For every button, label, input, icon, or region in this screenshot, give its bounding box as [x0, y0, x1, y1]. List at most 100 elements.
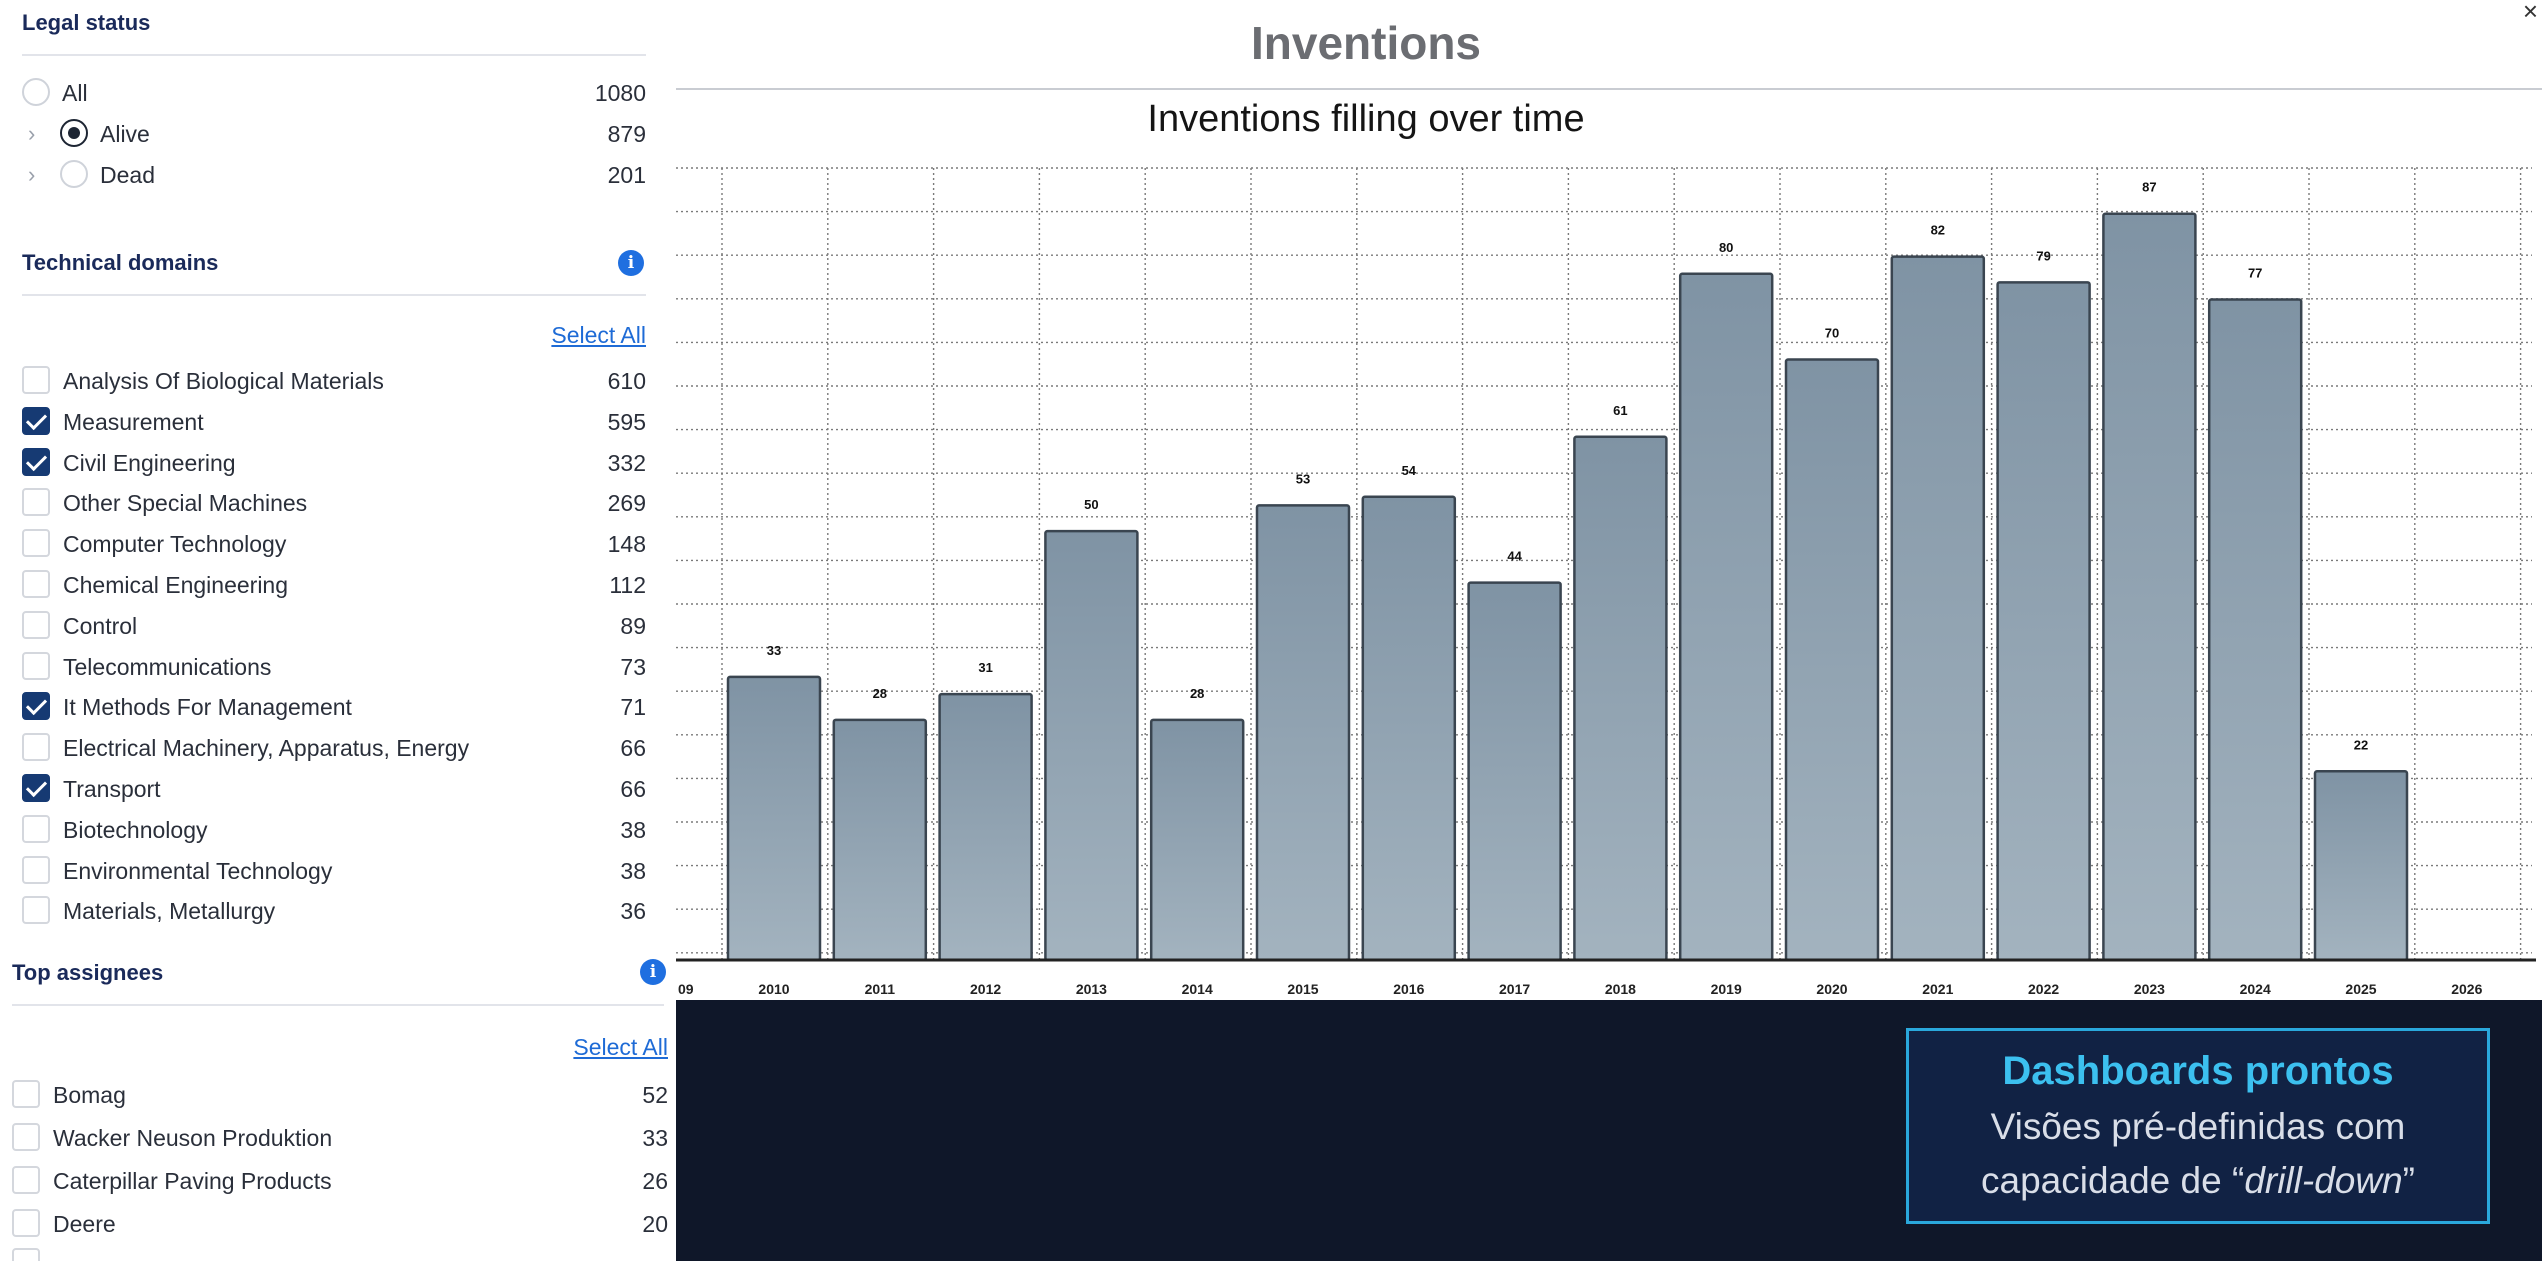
assignee-label: Wacker Neuson Produktion: [53, 1125, 333, 1151]
domain-filter-item[interactable]: Control 89: [0, 607, 660, 643]
data-label: 82: [1931, 223, 1945, 238]
legal-status-option-alive[interactable]: › Alive 879: [0, 115, 660, 151]
checkbox[interactable]: [22, 855, 50, 884]
assignee-filter-item[interactable]: Wacker Neuson Produktion 33: [0, 1119, 676, 1155]
domain-count: 36: [620, 898, 646, 925]
domain-label: Chemical Engineering: [63, 572, 289, 598]
assignee-filter-item[interactable]: Deere 20: [0, 1205, 676, 1241]
data-label: 50: [1084, 497, 1098, 512]
checkbox[interactable]: [22, 570, 50, 598]
data-label: 44: [1507, 549, 1522, 564]
section-divider: [12, 1004, 664, 1006]
checkbox[interactable]: [12, 1209, 40, 1237]
bar-2017[interactable]: [1467, 581, 1562, 962]
checkbox[interactable]: [22, 733, 50, 762]
domain-filter-item[interactable]: Biotechnology 38: [0, 811, 660, 847]
checkbox[interactable]: [22, 896, 50, 925]
bar-2018[interactable]: [1573, 435, 1668, 962]
domain-filter-item[interactable]: It Methods For Management 71: [0, 688, 660, 724]
data-label: 22: [2354, 737, 2368, 752]
radio-button[interactable]: [22, 78, 50, 106]
radio-button[interactable]: [60, 119, 88, 147]
section-divider: [22, 54, 646, 56]
domain-count: 38: [620, 857, 646, 884]
domain-filter-item[interactable]: Measurement 595: [0, 403, 660, 439]
select-all-assignees-link[interactable]: Select All: [573, 1034, 668, 1060]
x-tick-label: 2023: [2134, 981, 2165, 997]
domain-filter-item[interactable]: Analysis Of Biological Materials 610: [0, 362, 660, 398]
domain-label: Biotechnology: [63, 816, 208, 843]
assignee-count: 52: [642, 1082, 668, 1108]
info-icon[interactable]: i: [640, 959, 666, 985]
checkbox[interactable]: [22, 406, 50, 435]
bar-2015[interactable]: [1255, 504, 1351, 962]
bar-2025[interactable]: [2313, 770, 2409, 962]
checkbox[interactable]: [22, 610, 50, 639]
domain-count: 148: [607, 531, 646, 558]
x-tick-label: 2010: [758, 981, 789, 997]
checkbox[interactable]: [22, 366, 50, 394]
domain-filter-item[interactable]: Transport 66: [0, 770, 660, 806]
bar-2011[interactable]: [832, 718, 928, 962]
checkbox[interactable]: [22, 814, 50, 843]
domain-filter-item[interactable]: Other Special Machines 269: [0, 484, 660, 520]
bar-2021[interactable]: [1890, 255, 1986, 962]
checkbox[interactable]: [22, 774, 50, 802]
domain-filter-item[interactable]: Electrical Machinery, Apparatus, Energy 6…: [0, 729, 660, 765]
domain-filter-item[interactable]: Materials, Metallurgy 36: [0, 892, 660, 928]
callout-line2-pre: capacidade de “: [1981, 1160, 2245, 1201]
info-icon[interactable]: i: [618, 250, 644, 276]
data-label: 28: [1190, 686, 1204, 701]
chevron-right-icon[interactable]: ›: [28, 162, 36, 187]
legal-status-option-all[interactable]: All 1080: [0, 74, 660, 110]
domain-label: Computer Technology: [63, 531, 287, 558]
assignee-filter-item[interactable]: Caterpillar Paving Products 26: [0, 1162, 676, 1198]
option-count: 201: [607, 162, 646, 188]
domain-label: Control: [63, 612, 138, 639]
bar-2014[interactable]: [1149, 718, 1245, 962]
legal-status-title: Legal status: [22, 10, 151, 35]
select-all-domains-link[interactable]: Select All: [551, 322, 646, 348]
checkbox[interactable]: [12, 1166, 40, 1194]
bar-2013[interactable]: [1044, 529, 1139, 962]
close-icon[interactable]: ×: [2522, 0, 2538, 26]
assignee-checkbox-partial[interactable]: [12, 1248, 40, 1261]
checkbox[interactable]: [12, 1080, 40, 1108]
radio-button[interactable]: [60, 160, 88, 188]
checkbox[interactable]: [22, 488, 50, 517]
data-label: 79: [2036, 248, 2050, 263]
assignee-count: 26: [642, 1168, 668, 1194]
x-tick-label: 2018: [1605, 981, 1636, 997]
bar-2023[interactable]: [2102, 212, 2197, 962]
bar-2020[interactable]: [1784, 358, 1880, 962]
chevron-right-icon[interactable]: ›: [28, 121, 36, 146]
checkbox[interactable]: [22, 447, 50, 476]
checkbox[interactable]: [22, 529, 50, 558]
checkbox[interactable]: [12, 1123, 40, 1151]
bar-2016[interactable]: [1361, 495, 1457, 962]
bar-2024[interactable]: [2207, 298, 2303, 962]
bar-2010[interactable]: [726, 675, 822, 962]
callout-line1: Visões pré-definidas com: [1990, 1106, 2406, 1147]
domain-filter-item[interactable]: Civil Engineering 332: [0, 444, 660, 480]
domain-label: Materials, Metallurgy: [63, 898, 276, 925]
domain-filter-item[interactable]: Computer Technology 148: [0, 525, 660, 561]
x-tick-label: 2020: [1816, 981, 1847, 997]
assignee-filter-item[interactable]: Bomag 52: [0, 1076, 676, 1112]
legal-status-option-dead[interactable]: › Dead 201: [0, 156, 660, 192]
x-tick-label: 2013: [1076, 981, 1107, 997]
checkbox[interactable]: [22, 692, 50, 721]
data-label: 61: [1613, 403, 1627, 418]
data-label: 53: [1296, 471, 1310, 486]
domain-label: Analysis Of Biological Materials: [63, 368, 384, 394]
bar-2012[interactable]: [938, 692, 1033, 962]
x-tick-label: 2017: [1499, 981, 1530, 997]
x-tick-label: 2014: [1182, 981, 1213, 997]
bar-2019[interactable]: [1678, 272, 1774, 962]
domain-label: It Methods For Management: [63, 694, 352, 721]
checkbox[interactable]: [22, 651, 50, 680]
domain-filter-item[interactable]: Chemical Engineering 112: [0, 566, 660, 602]
bar-2022[interactable]: [1996, 281, 2091, 962]
domain-filter-item[interactable]: Telecommunications 73: [0, 648, 660, 684]
domain-filter-item[interactable]: Environmental Technology 38: [0, 852, 660, 888]
